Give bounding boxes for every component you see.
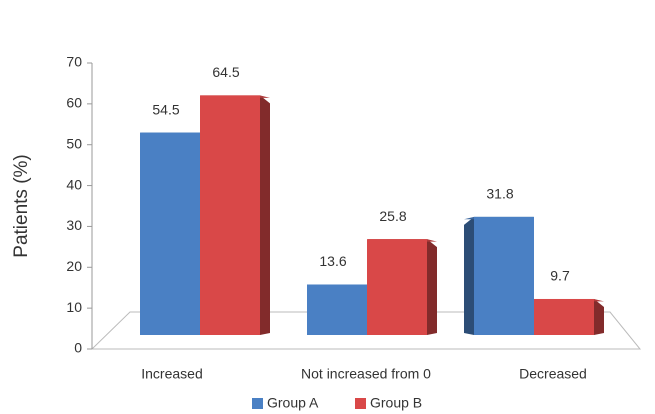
y-tick-label: 50 <box>66 135 82 151</box>
value-label: 54.5 <box>152 101 179 117</box>
x-tick-label: Not increased from 0 <box>301 366 431 382</box>
bar <box>474 216 534 335</box>
y-tick-label: 70 <box>66 54 82 70</box>
bar <box>140 132 200 335</box>
legend-swatch <box>252 398 263 409</box>
legend-label: Group B <box>370 395 422 411</box>
y-tick-label: 10 <box>66 299 82 315</box>
legend-label: Group A <box>267 395 319 411</box>
value-label: 9.7 <box>550 268 570 284</box>
y-tick-label: 20 <box>66 258 82 274</box>
value-label: 13.6 <box>319 253 346 269</box>
value-label: 25.8 <box>379 208 406 224</box>
value-label: 64.5 <box>212 64 239 80</box>
y-tick-label: 30 <box>66 217 82 233</box>
x-tick-label: Decreased <box>519 366 587 382</box>
bar-side <box>464 216 474 335</box>
y-tick-label: 0 <box>74 340 82 356</box>
bar <box>534 298 594 335</box>
x-tick-label: Increased <box>141 366 202 382</box>
value-label: 31.8 <box>486 186 513 202</box>
y-tick-label: 40 <box>66 176 82 192</box>
bar-side <box>427 239 437 335</box>
legend-swatch <box>355 398 366 409</box>
bar-side <box>594 298 604 335</box>
y-tick-label: 60 <box>66 95 82 111</box>
bar <box>200 95 260 335</box>
y-axis-label: Patients (%) <box>11 154 32 257</box>
bar <box>307 284 367 335</box>
bar-side <box>260 95 270 335</box>
bar <box>367 239 427 335</box>
